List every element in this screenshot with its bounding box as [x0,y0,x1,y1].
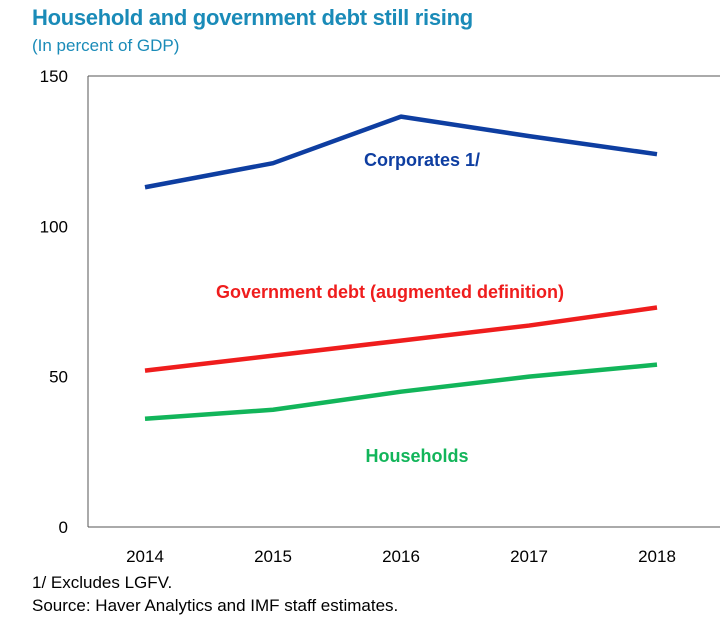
source-note: Source: Haver Analytics and IMF staff es… [32,596,399,615]
series-line-0 [144,114,658,190]
series-line-2 [144,362,658,422]
series-line-1 [144,305,658,373]
x-tick-label: 2016 [382,547,420,566]
series-label-2: Households [365,446,468,466]
x-tick-label: 2018 [638,547,676,566]
chart-series-labels: Corporates 1/Government debt (augmented … [216,150,564,466]
x-tick-label: 2014 [126,547,164,566]
x-tick-label: 2017 [510,547,548,566]
series-label-0: Corporates 1/ [364,150,480,170]
series-label-1: Government debt (augmented definition) [216,282,564,302]
chart-axes: 0 50 100 150 2014 2015 2016 2017 2018 [40,67,720,566]
chart-series [144,114,658,422]
y-tick-label: 150 [40,67,68,86]
y-tick-label: 50 [49,368,68,387]
y-tick-label: 100 [40,217,68,236]
chart-subtitle: (In percent of GDP) [32,36,180,55]
x-tick-label: 2015 [254,547,292,566]
chart-title: Household and government debt still risi… [32,5,473,30]
y-tick-label: 0 [59,518,68,537]
footnote: 1/ Excludes LGFV. [32,573,173,592]
